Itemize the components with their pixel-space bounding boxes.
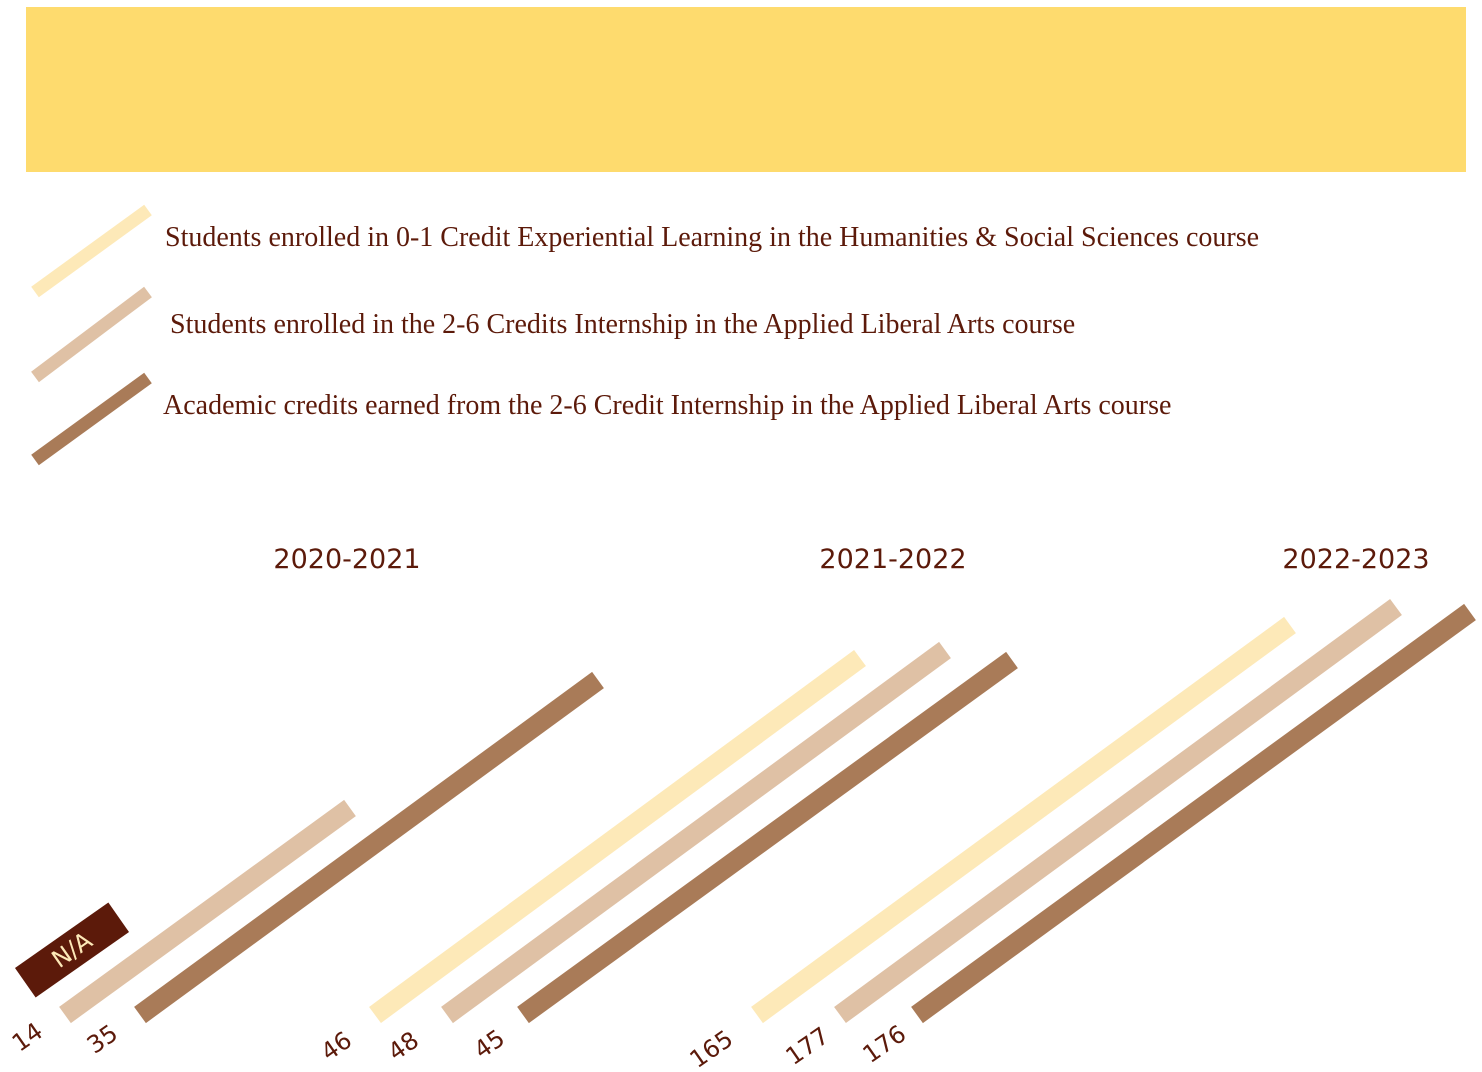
value-label: 176 — [858, 1020, 912, 1069]
bar — [441, 641, 951, 1024]
legend-label: Students enrolled in the 2-6 Credits Int… — [170, 309, 1075, 340]
value-label: 177 — [781, 1022, 835, 1071]
year-label: 2020-2021 — [273, 544, 420, 575]
bar — [59, 799, 356, 1024]
bar — [369, 649, 866, 1024]
bar — [911, 603, 1476, 1024]
legend-swatch — [31, 286, 152, 383]
value-label: 46 — [316, 1026, 357, 1066]
legend-swatch — [31, 204, 152, 298]
bar — [134, 671, 604, 1024]
banner — [26, 7, 1466, 172]
legend-label: Academic credits earned from the 2-6 Cre… — [163, 390, 1171, 421]
value-label: 45 — [469, 1024, 510, 1064]
value-label: 35 — [82, 1019, 123, 1059]
value-label: 165 — [685, 1025, 739, 1072]
year-label: 2022-2023 — [1282, 544, 1429, 575]
na-box — [14, 902, 130, 998]
value-label: 48 — [383, 1026, 424, 1066]
year-label: 2021-2022 — [819, 544, 966, 575]
legend-swatch — [31, 372, 152, 466]
value-label: 14 — [7, 1017, 48, 1057]
legend-label: Students enrolled in 0-1 Credit Experien… — [165, 222, 1259, 253]
bar — [517, 651, 1018, 1024]
bar — [751, 616, 1296, 1024]
bar — [834, 598, 1402, 1024]
